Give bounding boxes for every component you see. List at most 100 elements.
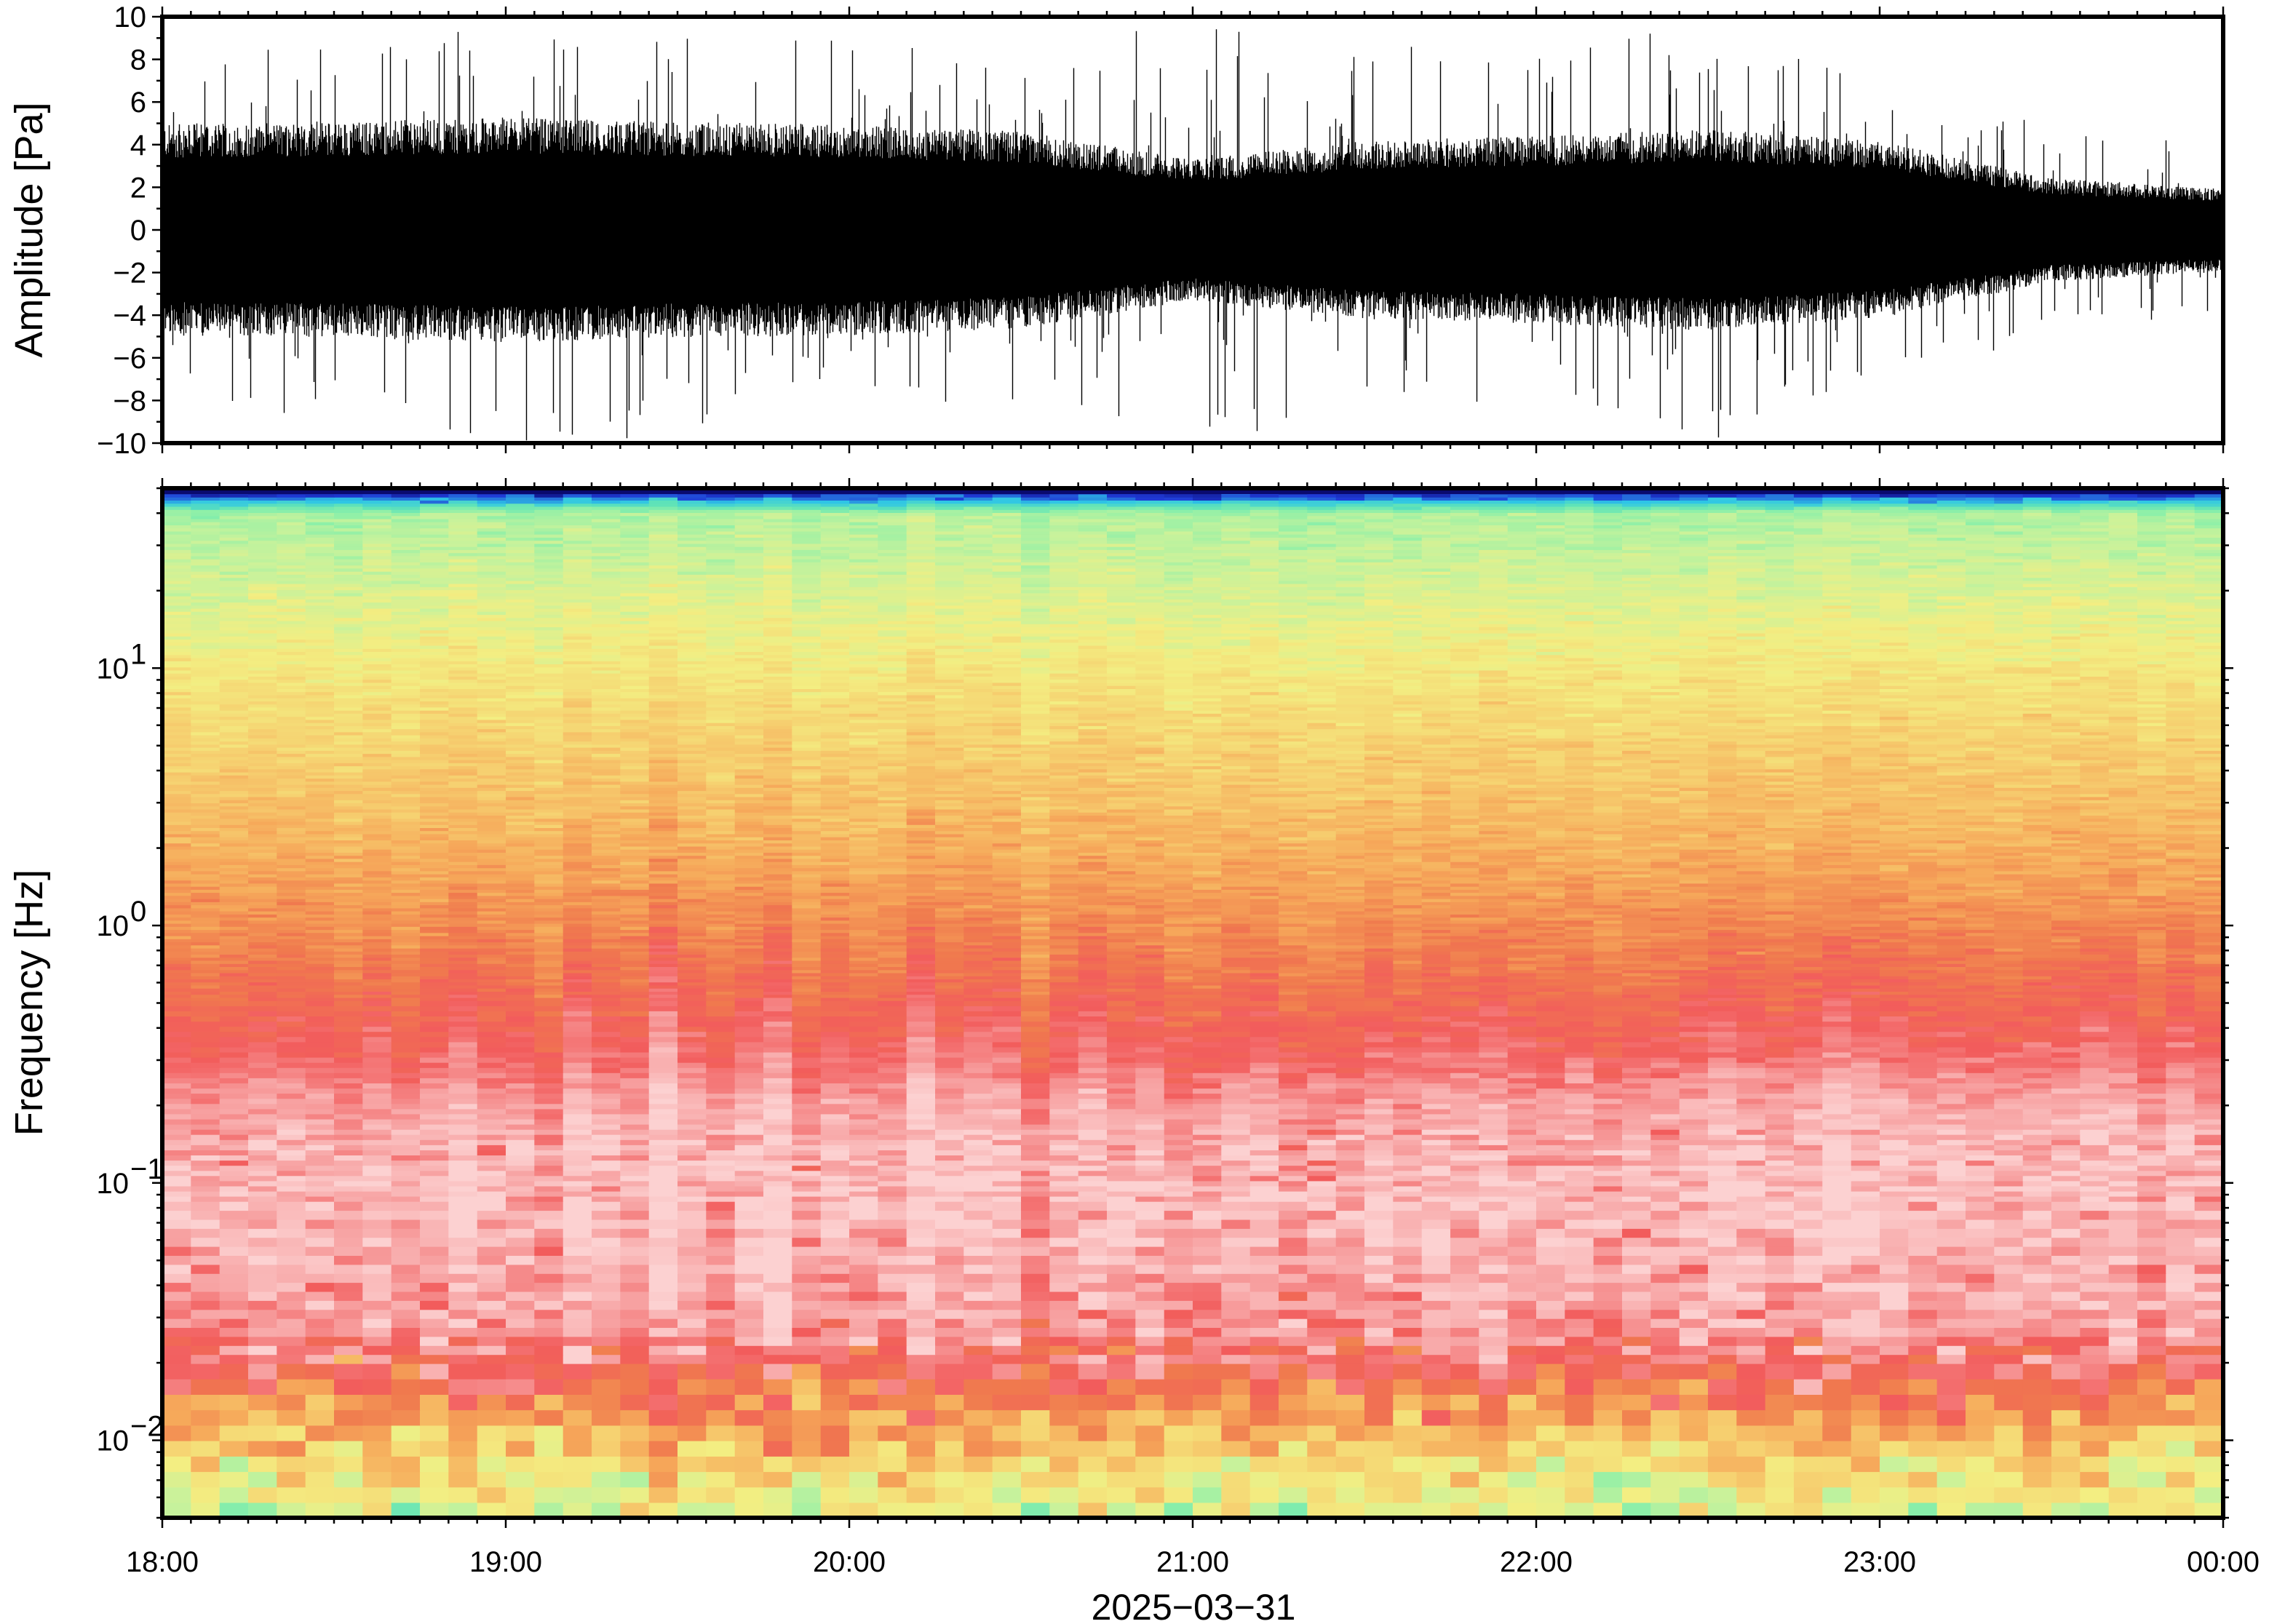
spectrogram-cell <box>1622 1041 1652 1048</box>
spectrogram-cell <box>391 1273 421 1283</box>
spectrogram-cell <box>1049 1219 1079 1229</box>
spectrogram-cell <box>219 1471 249 1488</box>
spectrogram-cell <box>420 1098 450 1104</box>
spectrogram-cell <box>1335 1336 1365 1346</box>
spectrogram-cell <box>248 1170 278 1177</box>
spectrogram-cell <box>1307 1036 1337 1043</box>
spectrogram-cell <box>1107 1379 1137 1395</box>
spectrogram-cell <box>534 1113 564 1120</box>
spectrogram-cell <box>1393 1006 1423 1011</box>
spectrogram-cell <box>592 1471 621 1488</box>
spectrogram-cell <box>1507 1201 1537 1211</box>
spectrogram-cell <box>1107 1150 1137 1155</box>
spectrogram-cell <box>1193 994 1223 998</box>
spectrogram-cell <box>992 1041 1022 1048</box>
spectrogram-cell <box>992 1026 1022 1032</box>
spectrogram-cell <box>1307 1113 1337 1120</box>
spectrogram-cell <box>1507 1336 1537 1346</box>
spectrogram-cell <box>1279 1036 1308 1043</box>
spectrogram-cell <box>563 1123 592 1130</box>
spectrogram-cell <box>334 1006 364 1011</box>
spectrogram-cell <box>448 997 478 1001</box>
spectrogram-cell <box>1536 1134 1566 1140</box>
spectrogram-cell <box>1164 994 1193 998</box>
spectrogram-cell <box>763 1264 793 1274</box>
spectrogram-cell <box>734 1134 764 1140</box>
spectrogram-cell <box>2166 1486 2196 1503</box>
spectrogram-cell <box>1851 1195 1880 1202</box>
spectrogram-cell <box>1507 1318 1537 1328</box>
spectrogram-cell <box>1936 1486 1966 1503</box>
spectrogram-cell <box>1107 1000 1137 1006</box>
spectrogram-cell <box>506 1237 536 1247</box>
spectrogram-cell <box>792 1072 822 1078</box>
spectrogram-cell <box>1736 1394 1766 1411</box>
spectrogram-cell <box>1565 1409 1594 1426</box>
spectrogram-cell <box>305 1093 335 1099</box>
spectrogram-cell <box>620 1190 650 1197</box>
spectrogram-cell <box>2080 1291 2110 1301</box>
spectrogram-cell <box>906 1051 936 1058</box>
spectrogram-cell <box>248 1093 278 1099</box>
spectrogram-cell <box>1794 1088 1824 1094</box>
spectrogram-cell <box>1421 1264 1451 1274</box>
spectrogram-cell <box>906 1318 936 1328</box>
spectrogram-cell <box>1593 1113 1623 1120</box>
spectrogram-cell <box>448 1083 478 1089</box>
spectrogram-cell <box>706 1354 736 1364</box>
spectrogram-cell <box>2166 1394 2196 1411</box>
spectrogram-cell <box>477 1440 506 1457</box>
spectrogram-cell <box>1851 1108 1880 1115</box>
spectrogram-cell <box>448 1011 478 1016</box>
spectrogram-cell <box>963 1210 993 1220</box>
spectrogram-cell <box>1164 1051 1193 1058</box>
spectrogram-cell <box>1107 1282 1137 1292</box>
spectrogram-cell <box>1049 997 1079 1001</box>
spectrogram-cell <box>1335 1318 1365 1328</box>
spectrogram-cell <box>820 1440 850 1457</box>
spectrogram-cell <box>648 1282 678 1292</box>
spectrogram-cell <box>1536 1486 1566 1503</box>
spectrogram-cell <box>1736 1021 1766 1027</box>
spectrogram-cell <box>1708 1088 1738 1094</box>
spectrogram-cell <box>1679 1016 1709 1022</box>
spectrogram-cell <box>849 1067 879 1073</box>
spectrogram-cell <box>2166 1264 2196 1274</box>
spectrogram-cell <box>391 1098 421 1104</box>
spectrogram-cell <box>1908 1471 1938 1488</box>
spectrogram-cell <box>1135 1103 1165 1110</box>
spectrogram-cell <box>1221 1016 1251 1022</box>
spectrogram-cell <box>1565 1170 1594 1177</box>
spectrogram-cell <box>2108 1145 2138 1150</box>
spectrogram-cell <box>1421 994 1451 998</box>
spectrogram-cell <box>506 1282 536 1292</box>
spectrogram-cell <box>448 1502 478 1518</box>
spectrogram-cell <box>935 1026 965 1032</box>
spectrogram-cell <box>734 1046 764 1053</box>
spectrogram-cell <box>2194 1264 2223 1274</box>
spectrogram-cell <box>1822 1246 1852 1256</box>
spectrogram-cell <box>477 1113 506 1120</box>
spectrogram-cell <box>1708 1237 1738 1247</box>
spectrogram-cell <box>1765 994 1795 998</box>
spectrogram-cell <box>1565 1394 1594 1411</box>
spectrogram-cell <box>1193 1246 1223 1256</box>
spectrogram-cell <box>1479 1185 1509 1192</box>
spectrogram-cell <box>620 1195 650 1202</box>
spectrogram-cell <box>1650 1440 1680 1457</box>
spectrogram-cell <box>763 1067 793 1073</box>
spectrogram-cell <box>734 1145 764 1150</box>
spectrogram-cell <box>1393 1237 1423 1247</box>
spectrogram-cell <box>191 1471 220 1488</box>
spectrogram-cell <box>963 1062 993 1068</box>
spectrogram-cell <box>592 1160 621 1166</box>
spectrogram-cell <box>706 1129 736 1135</box>
spectrogram-cell <box>763 1486 793 1503</box>
spectrogram-cell <box>2166 1502 2196 1518</box>
spectrogram-cell <box>1593 1354 1623 1364</box>
spectrogram-cell <box>820 1394 850 1411</box>
spectrogram-cell <box>2051 1318 2081 1328</box>
spectrogram-cell <box>820 1093 850 1099</box>
spectrogram-cell <box>1536 1264 1566 1274</box>
spectrogram-cell <box>506 1363 536 1380</box>
